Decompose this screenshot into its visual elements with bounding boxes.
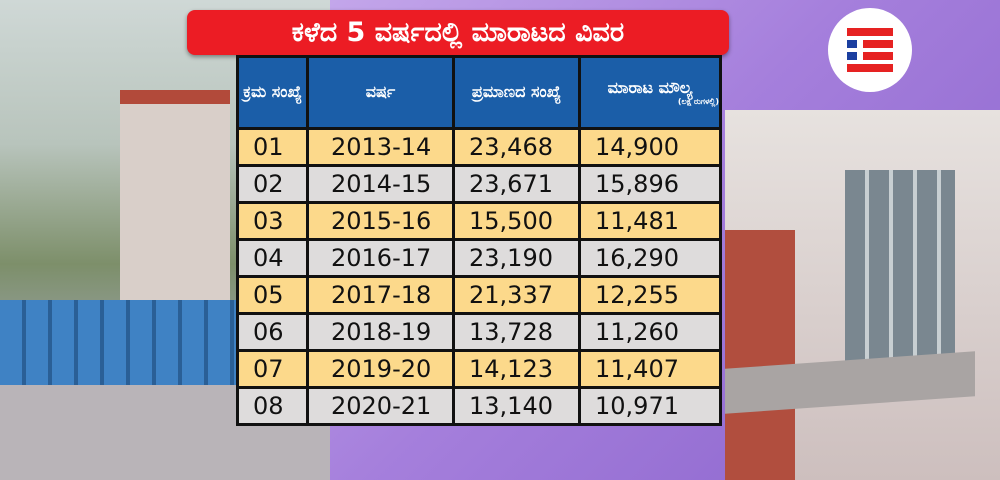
header-quantity: ಪ್ರಮಾಣದ ಸಂಖ್ಯೆ xyxy=(452,55,581,130)
cell-serial: 06 xyxy=(236,312,309,352)
table-row: 07 2019-20 14,123 11,407 xyxy=(236,349,722,389)
cell-quantity: 21,337 xyxy=(452,275,581,315)
table-row: 03 2015-16 15,500 11,481 xyxy=(236,201,722,241)
cell-value: 15,896 xyxy=(578,164,722,204)
cell-year: 2015-16 xyxy=(306,201,455,241)
cell-year: 2013-14 xyxy=(306,127,455,167)
cell-year: 2016-17 xyxy=(306,238,455,278)
cell-serial: 07 xyxy=(236,349,309,389)
table-row: 05 2017-18 21,337 12,255 xyxy=(236,275,722,315)
cell-quantity: 23,190 xyxy=(452,238,581,278)
cell-quantity: 23,671 xyxy=(452,164,581,204)
cell-year: 2017-18 xyxy=(306,275,455,315)
cell-quantity: 15,500 xyxy=(452,201,581,241)
header-value: ಮಾರಾಟ ಮೌಲ್ಯ (ಲಕ್ಷ ರುಗಳಲ್ಲಿ) xyxy=(578,55,722,130)
header-value-unit: (ಲಕ್ಷ ರುಗಳಲ್ಲಿ) xyxy=(677,97,719,107)
table-row: 08 2020-21 13,140 10,971 xyxy=(236,386,722,426)
cell-quantity: 13,140 xyxy=(452,386,581,426)
cell-serial: 01 xyxy=(236,127,309,167)
cell-serial: 05 xyxy=(236,275,309,315)
cell-serial: 02 xyxy=(236,164,309,204)
cell-value: 10,971 xyxy=(578,386,722,426)
infographic-title: ಕಳೆದ 5 ವರ್ಷದಲ್ಲಿ ಮಾರಾಟದ ವಿವರ xyxy=(187,10,729,55)
table-row: 04 2016-17 23,190 16,290 xyxy=(236,238,722,278)
brand-logo xyxy=(828,8,912,92)
sales-table: ಕ್ರಮ ಸಂಖ್ಯೆ ವರ್ಷ ಪ್ರಮಾಣದ ಸಂಖ್ಯೆ ಮಾರಾಟ ಮೌ… xyxy=(236,55,722,426)
cell-value: 12,255 xyxy=(578,275,722,315)
cell-year: 2019-20 xyxy=(306,349,455,389)
header-value-label: ಮಾರಾಟ ಮೌಲ್ಯ xyxy=(607,77,693,97)
cell-value: 11,260 xyxy=(578,312,722,352)
cell-year: 2014-15 xyxy=(306,164,455,204)
cell-serial: 04 xyxy=(236,238,309,278)
cell-serial: 08 xyxy=(236,386,309,426)
cell-quantity: 14,123 xyxy=(452,349,581,389)
cell-serial: 03 xyxy=(236,201,309,241)
cell-value: 16,290 xyxy=(578,238,722,278)
header-year: ವರ್ಷ xyxy=(306,55,455,130)
table-row: 01 2013-14 23,468 14,900 xyxy=(236,127,722,167)
table-row: 02 2014-15 23,671 15,896 xyxy=(236,164,722,204)
background-photo-right xyxy=(725,110,1000,480)
logo-e-icon xyxy=(847,28,893,72)
table-row: 06 2018-19 13,728 11,260 xyxy=(236,312,722,352)
cell-year: 2020-21 xyxy=(306,386,455,426)
cell-value: 11,407 xyxy=(578,349,722,389)
header-serial: ಕ್ರಮ ಸಂಖ್ಯೆ xyxy=(236,55,309,130)
cell-quantity: 13,728 xyxy=(452,312,581,352)
cell-value: 14,900 xyxy=(578,127,722,167)
cell-quantity: 23,468 xyxy=(452,127,581,167)
cell-value: 11,481 xyxy=(578,201,722,241)
cell-year: 2018-19 xyxy=(306,312,455,352)
